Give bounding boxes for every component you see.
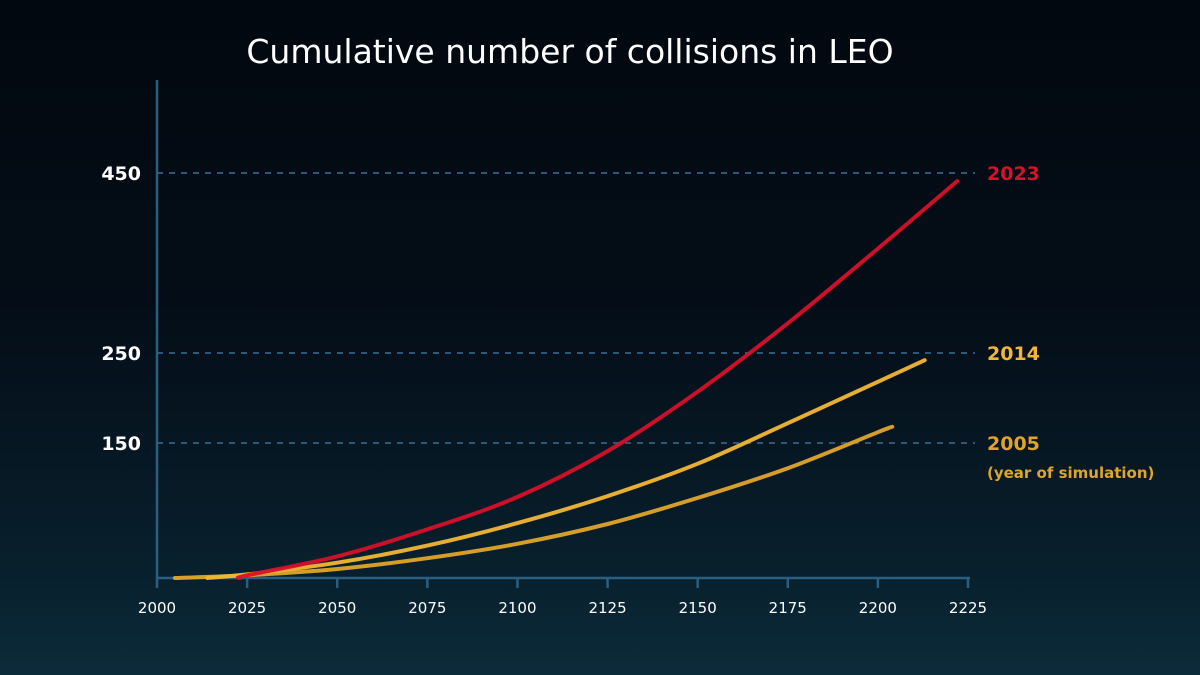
series-lines	[173, 179, 960, 580]
y-tick-label: 250	[101, 343, 141, 365]
x-tick-label: 2125	[588, 599, 626, 617]
series-label-2005: 2005	[987, 433, 1040, 455]
chart-title: Cumulative number of collisions in LEO	[246, 32, 893, 71]
series-line-2023	[235, 179, 960, 580]
y-tick-label: 450	[101, 163, 141, 185]
x-tick-label: 2150	[679, 599, 717, 617]
x-tick-label: 2200	[859, 599, 897, 617]
x-tick-label: 2075	[408, 599, 446, 617]
grid-lines	[157, 172, 975, 444]
x-tick-label: 2100	[498, 599, 536, 617]
axes: 150 250 450 2000 2025 2050 2075 2100 2125 2150 217…	[101, 80, 987, 617]
series-note: (year of simulation)	[987, 464, 1154, 482]
series-labels: 2005 2014 2023 (year of simulation)	[987, 163, 1154, 482]
y-tick-label: 150	[101, 433, 141, 455]
x-tick-label: 2025	[228, 599, 266, 617]
series-label-2014: 2014	[987, 343, 1040, 365]
x-tick-label: 2050	[318, 599, 356, 617]
x-tick-label: 2000	[138, 599, 176, 617]
series-label-2023: 2023	[987, 163, 1040, 185]
x-tick-label: 2175	[769, 599, 807, 617]
x-tick-label: 2225	[949, 599, 987, 617]
series-line-2014	[205, 358, 927, 580]
series-line-2005	[173, 424, 895, 580]
